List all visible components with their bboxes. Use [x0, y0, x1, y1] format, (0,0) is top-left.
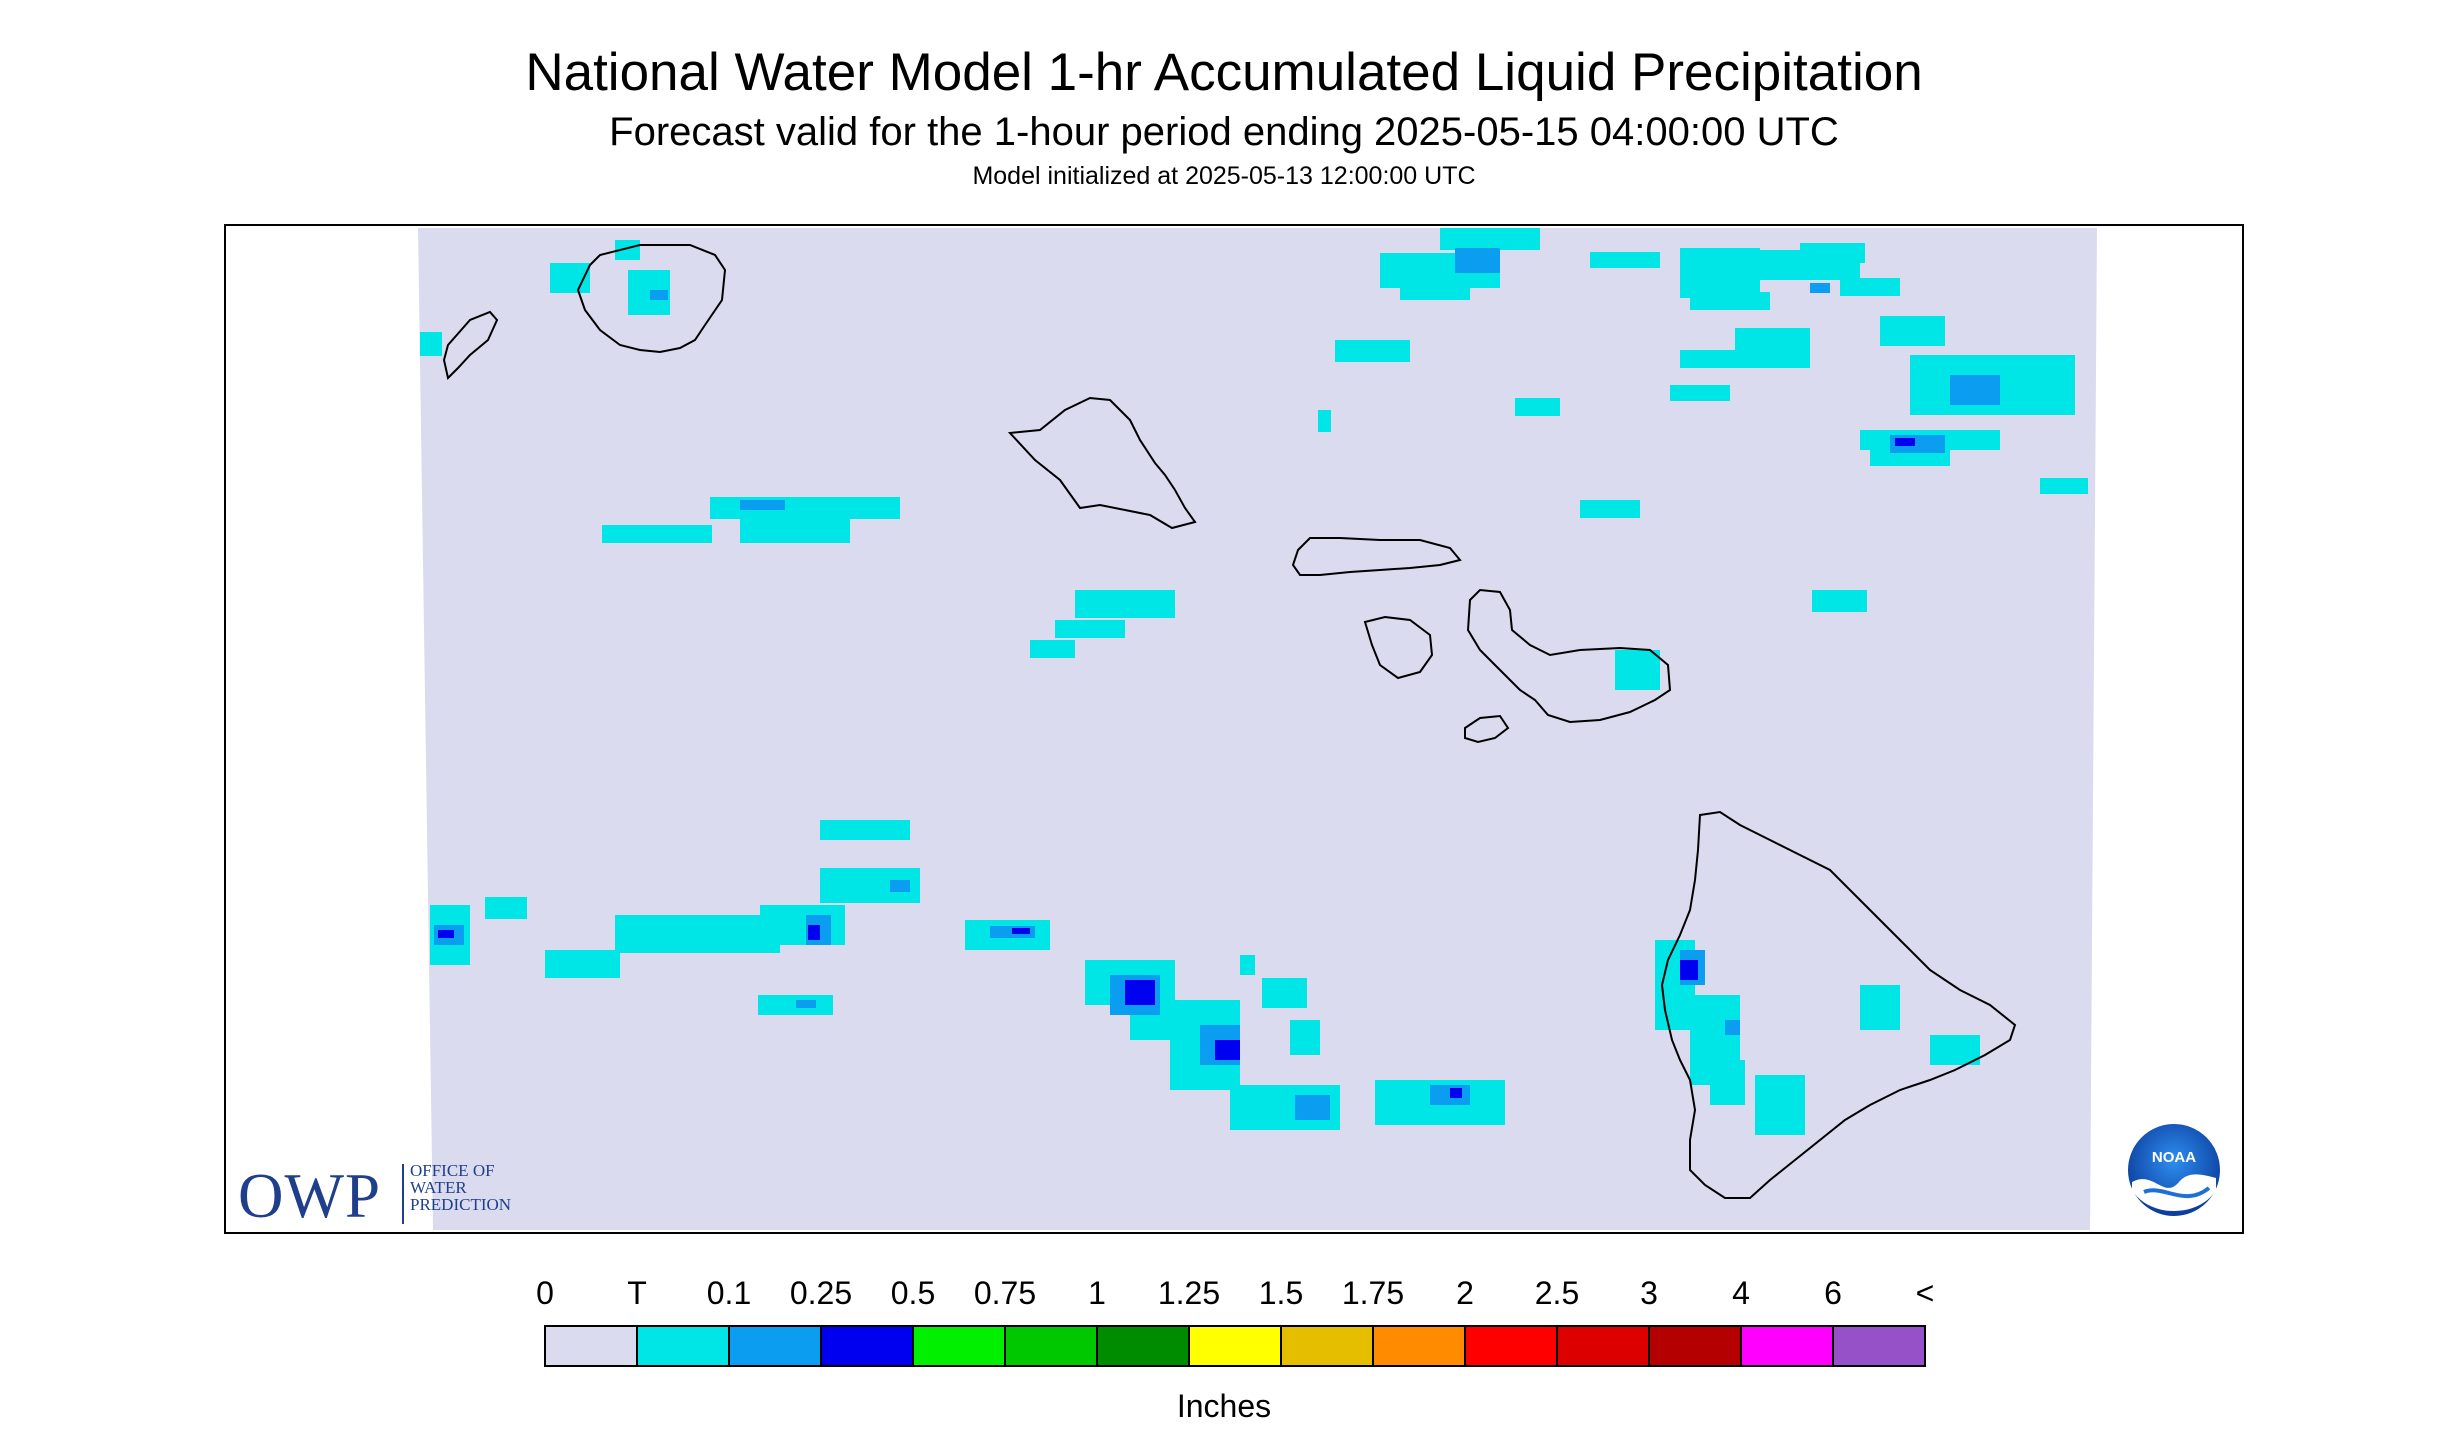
- colorbar-bin-13: [1740, 1325, 1834, 1367]
- colorbar-bin-1: [636, 1325, 730, 1367]
- colorbar-tick-label: 6: [1824, 1275, 1842, 1311]
- map-subtitle: Forecast valid for the 1-hour period end…: [609, 110, 1839, 154]
- colorbar-bin-9: [1372, 1325, 1466, 1367]
- map-title: National Water Model 1-hr Accumulated Li…: [525, 43, 1923, 102]
- colorbar-tick-label: 1.25: [1157, 1275, 1221, 1311]
- colorbar-tick-label: 0.25: [789, 1275, 853, 1311]
- colorbar: [544, 1325, 1926, 1367]
- colorbar-bin-10: [1464, 1325, 1558, 1367]
- colorbar-tick-label: 2: [1456, 1275, 1474, 1311]
- model-domain: [418, 228, 2097, 1230]
- colorbar-tick-label: T: [627, 1275, 647, 1311]
- model-init-text: Model initialized at 2025-05-13 12:00:00…: [972, 162, 1476, 190]
- coast-molokai: [1291, 537, 1462, 576]
- colorbar-bin-0: [544, 1325, 638, 1367]
- colorbar-bin-4: [912, 1325, 1006, 1367]
- owp-name-line1: OFFICE OF: [410, 1161, 495, 1180]
- coast-big-island: [1660, 810, 2017, 1199]
- colorbar-tick-label: <: [1915, 1275, 1935, 1311]
- coast-kahoolawe: [1464, 714, 1510, 744]
- colorbar-tick-label: 3: [1640, 1275, 1658, 1311]
- coast-lanai: [1363, 615, 1434, 680]
- colorbar-bin-14: [1832, 1325, 1926, 1367]
- noaa-logo: NOAA: [2126, 1122, 2222, 1218]
- colorbar-bin-3: [820, 1325, 914, 1367]
- owp-acronym: OWP: [238, 1161, 381, 1231]
- colorbar-tick-label: 1.5: [1258, 1275, 1304, 1311]
- colorbar-unit-label: Inches: [1176, 1388, 1272, 1424]
- colorbar-bin-2: [728, 1325, 822, 1367]
- coast-oahu: [1007, 396, 1197, 530]
- colorbar-tick-label: 1: [1088, 1275, 1106, 1311]
- coastlines: [442, 244, 2017, 1199]
- noaa-logo-text: NOAA: [2152, 1149, 2196, 1166]
- colorbar-tick-label: 0.5: [890, 1275, 936, 1311]
- colorbar-tick-label: 2.5: [1534, 1275, 1580, 1311]
- owp-name-line3: PREDICTION: [410, 1195, 512, 1214]
- colorbar-tick-label: 0.75: [973, 1275, 1037, 1311]
- colorbar-bin-12: [1648, 1325, 1742, 1367]
- coast-kauai: [576, 244, 727, 354]
- coast-maui: [1466, 588, 1672, 724]
- colorbar-bin-11: [1556, 1325, 1650, 1367]
- colorbar-tick-label: 1.75: [1341, 1275, 1405, 1311]
- owp-name: OFFICE OF WATER PREDICTION: [410, 1162, 511, 1213]
- colorbar-tick-label: 0: [536, 1275, 554, 1311]
- owp-name-line2: WATER: [410, 1178, 467, 1197]
- precip-moderate-areas: [438, 438, 1915, 1098]
- colorbar-bin-8: [1280, 1325, 1374, 1367]
- owp-logo: OWP OFFICE OF WATER PREDICTION: [238, 1160, 511, 1233]
- colorbar-bin-6: [1096, 1325, 1190, 1367]
- colorbar-tick-label: 4: [1732, 1275, 1750, 1311]
- colorbar-bin-7: [1188, 1325, 1282, 1367]
- coast-niihau: [442, 310, 499, 380]
- owp-divider: [402, 1164, 404, 1224]
- colorbar-tick-label: 0.1: [706, 1275, 752, 1311]
- colorbar-bin-5: [1004, 1325, 1098, 1367]
